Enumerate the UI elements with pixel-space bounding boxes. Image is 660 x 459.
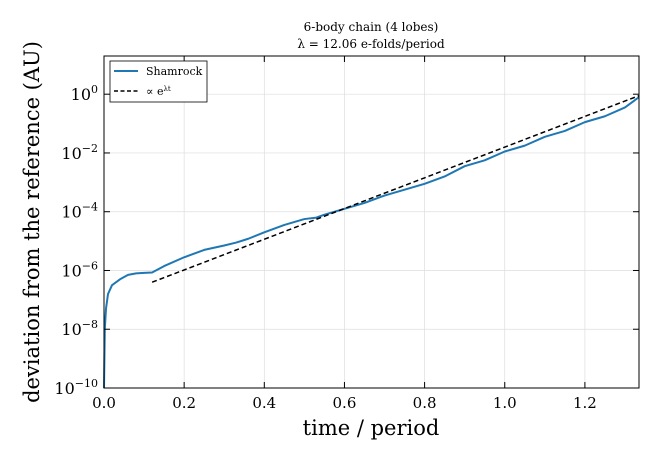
legend-label-exponential-sup: λt bbox=[163, 85, 170, 93]
x-tick-label: 0.8 bbox=[413, 394, 437, 412]
y-tick-label-exponent: −2 bbox=[82, 142, 98, 155]
grid bbox=[103, 56, 639, 389]
y-tick-label-exponent: −6 bbox=[82, 259, 98, 272]
y-tick-label-base: 10 bbox=[71, 85, 91, 104]
y-tick-label-base: 10 bbox=[54, 379, 74, 398]
x-axis-label: time / period bbox=[303, 416, 440, 440]
y-tick-label-exponent: −10 bbox=[75, 377, 98, 390]
chart-title: 6-body chain (4 lobes) bbox=[304, 20, 439, 34]
ticks-group bbox=[103, 56, 639, 389]
series-line-shamrock bbox=[103, 96, 640, 389]
x-tick-label: 1.2 bbox=[573, 394, 597, 412]
x-tick-label: 0.6 bbox=[333, 394, 357, 412]
plot-frame bbox=[103, 55, 640, 389]
y-tick-label-base: 10 bbox=[61, 320, 81, 339]
series-group bbox=[103, 94, 640, 389]
x-tick-label: 0.0 bbox=[92, 394, 116, 412]
y-tick-label-exponent: 0 bbox=[91, 83, 98, 96]
y-tick-label-base: 10 bbox=[61, 261, 81, 280]
y-tick-label: 10−6 bbox=[61, 259, 98, 280]
x-tick-label: 1.0 bbox=[493, 394, 517, 412]
tick-labels-group: 0.0 0.2 0.4 0.6 0.8 1.0 1.210−1010−810−610−410… bbox=[54, 83, 596, 412]
y-tick-label: 10−2 bbox=[61, 142, 98, 163]
y-tick-label: 10−8 bbox=[61, 318, 98, 339]
y-tick-label: 10−10 bbox=[54, 377, 98, 398]
x-tick-label: 0.4 bbox=[252, 394, 276, 412]
y-tick-label-base: 10 bbox=[61, 144, 81, 163]
y-axis-label: deviation from the reference (AU) bbox=[20, 41, 44, 403]
y-tick-label-exponent: −8 bbox=[82, 318, 98, 331]
y-tick-label-base: 10 bbox=[61, 203, 81, 222]
x-tick-label: 0.2 bbox=[172, 394, 196, 412]
chart-subtitle: λ = 12.06 e-folds/period bbox=[297, 37, 445, 51]
legend-box bbox=[109, 60, 208, 103]
y-tick-label-exponent: −4 bbox=[82, 201, 98, 214]
series-line-exponential-fit bbox=[151, 94, 640, 283]
legend-label-exponential-prefix: ∝ e bbox=[146, 85, 163, 98]
y-tick-label: 100 bbox=[71, 83, 98, 104]
y-tick-label: 10−4 bbox=[61, 201, 98, 222]
legend-label-exponential: ∝ eλt bbox=[146, 85, 171, 98]
legend: Shamrock ∝ eλt bbox=[109, 60, 208, 103]
legend-label-shamrock: Shamrock bbox=[146, 65, 203, 78]
